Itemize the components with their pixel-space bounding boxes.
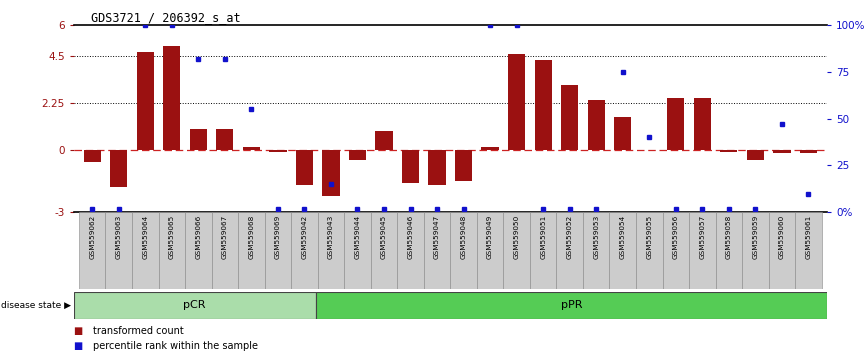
Text: GSM559048: GSM559048 (461, 215, 467, 259)
Bar (481, 147, 499, 150)
Text: pCR: pCR (184, 300, 206, 310)
Bar (614, 116, 631, 150)
Text: GSM559059: GSM559059 (753, 215, 759, 259)
Text: GSM559055: GSM559055 (646, 215, 652, 259)
Text: disease state ▶: disease state ▶ (1, 301, 71, 310)
Bar (636, 212, 662, 289)
Bar (530, 212, 557, 289)
Bar (296, 150, 313, 185)
Bar (185, 212, 211, 289)
Bar (318, 212, 344, 289)
Bar (211, 212, 238, 289)
Text: ■: ■ (74, 341, 83, 351)
Text: GSM559045: GSM559045 (381, 215, 387, 259)
Bar (477, 212, 503, 289)
Text: GSM559047: GSM559047 (434, 215, 440, 259)
Bar (769, 212, 795, 289)
Bar (667, 98, 684, 150)
Bar (79, 212, 106, 289)
Text: GSM559052: GSM559052 (566, 215, 572, 259)
Text: GSM559049: GSM559049 (487, 215, 493, 259)
Bar (269, 150, 287, 152)
Bar (508, 54, 526, 150)
Bar (694, 98, 711, 150)
Text: GSM559068: GSM559068 (249, 215, 255, 259)
Bar (402, 150, 419, 183)
Text: GSM559060: GSM559060 (779, 215, 785, 259)
Bar (83, 150, 100, 162)
Text: percentile rank within the sample: percentile rank within the sample (93, 341, 258, 351)
Bar (557, 212, 583, 289)
Bar (534, 60, 552, 150)
Bar (455, 150, 472, 181)
Text: GSM559051: GSM559051 (540, 215, 546, 259)
Bar (715, 212, 742, 289)
Text: GSM559062: GSM559062 (89, 215, 95, 259)
Bar (375, 131, 392, 150)
Bar (371, 212, 397, 289)
Bar (742, 212, 769, 289)
Bar (746, 150, 764, 160)
Bar (503, 212, 530, 289)
Bar (800, 150, 818, 153)
Text: GSM559053: GSM559053 (593, 215, 599, 259)
Bar (322, 150, 339, 196)
Text: ■: ■ (74, 326, 83, 336)
Text: GSM559054: GSM559054 (620, 215, 626, 259)
Bar (423, 212, 450, 289)
Bar (110, 150, 127, 187)
Bar (216, 129, 234, 150)
Text: GSM559064: GSM559064 (142, 215, 148, 259)
Text: GSM559046: GSM559046 (408, 215, 414, 259)
Bar (689, 212, 715, 289)
Bar (238, 212, 265, 289)
Text: GSM559061: GSM559061 (805, 215, 811, 259)
Bar (450, 212, 477, 289)
Bar (242, 147, 260, 150)
Text: GSM559043: GSM559043 (328, 215, 334, 259)
Bar (610, 212, 636, 289)
Bar (349, 150, 366, 160)
Bar (721, 150, 738, 152)
Text: GSM559066: GSM559066 (196, 215, 201, 259)
Bar (106, 212, 132, 289)
Text: GSM559065: GSM559065 (169, 215, 175, 259)
Text: GSM559063: GSM559063 (116, 215, 122, 259)
Text: GSM559042: GSM559042 (301, 215, 307, 259)
Bar (429, 150, 446, 185)
Text: GSM559067: GSM559067 (222, 215, 228, 259)
Bar (291, 212, 318, 289)
Bar (662, 212, 689, 289)
Bar (74, 292, 316, 319)
Text: transformed count: transformed count (93, 326, 184, 336)
Text: GSM559058: GSM559058 (726, 215, 732, 259)
Bar (158, 212, 185, 289)
Bar (795, 212, 822, 289)
Bar (132, 212, 158, 289)
Bar (773, 150, 791, 153)
Bar (588, 100, 604, 150)
Bar (265, 212, 291, 289)
Bar (137, 52, 154, 150)
Bar (561, 85, 578, 150)
Bar (397, 212, 423, 289)
Bar (316, 292, 827, 319)
Text: GSM559057: GSM559057 (700, 215, 705, 259)
Bar (190, 129, 207, 150)
Bar (344, 212, 371, 289)
Text: pPR: pPR (560, 300, 582, 310)
Bar (163, 46, 180, 150)
Text: GSM559056: GSM559056 (673, 215, 679, 259)
Text: GSM559050: GSM559050 (514, 215, 520, 259)
Text: GSM559069: GSM559069 (275, 215, 281, 259)
Text: GDS3721 / 206392_s_at: GDS3721 / 206392_s_at (91, 11, 241, 24)
Bar (583, 212, 610, 289)
Text: GSM559044: GSM559044 (354, 215, 360, 259)
